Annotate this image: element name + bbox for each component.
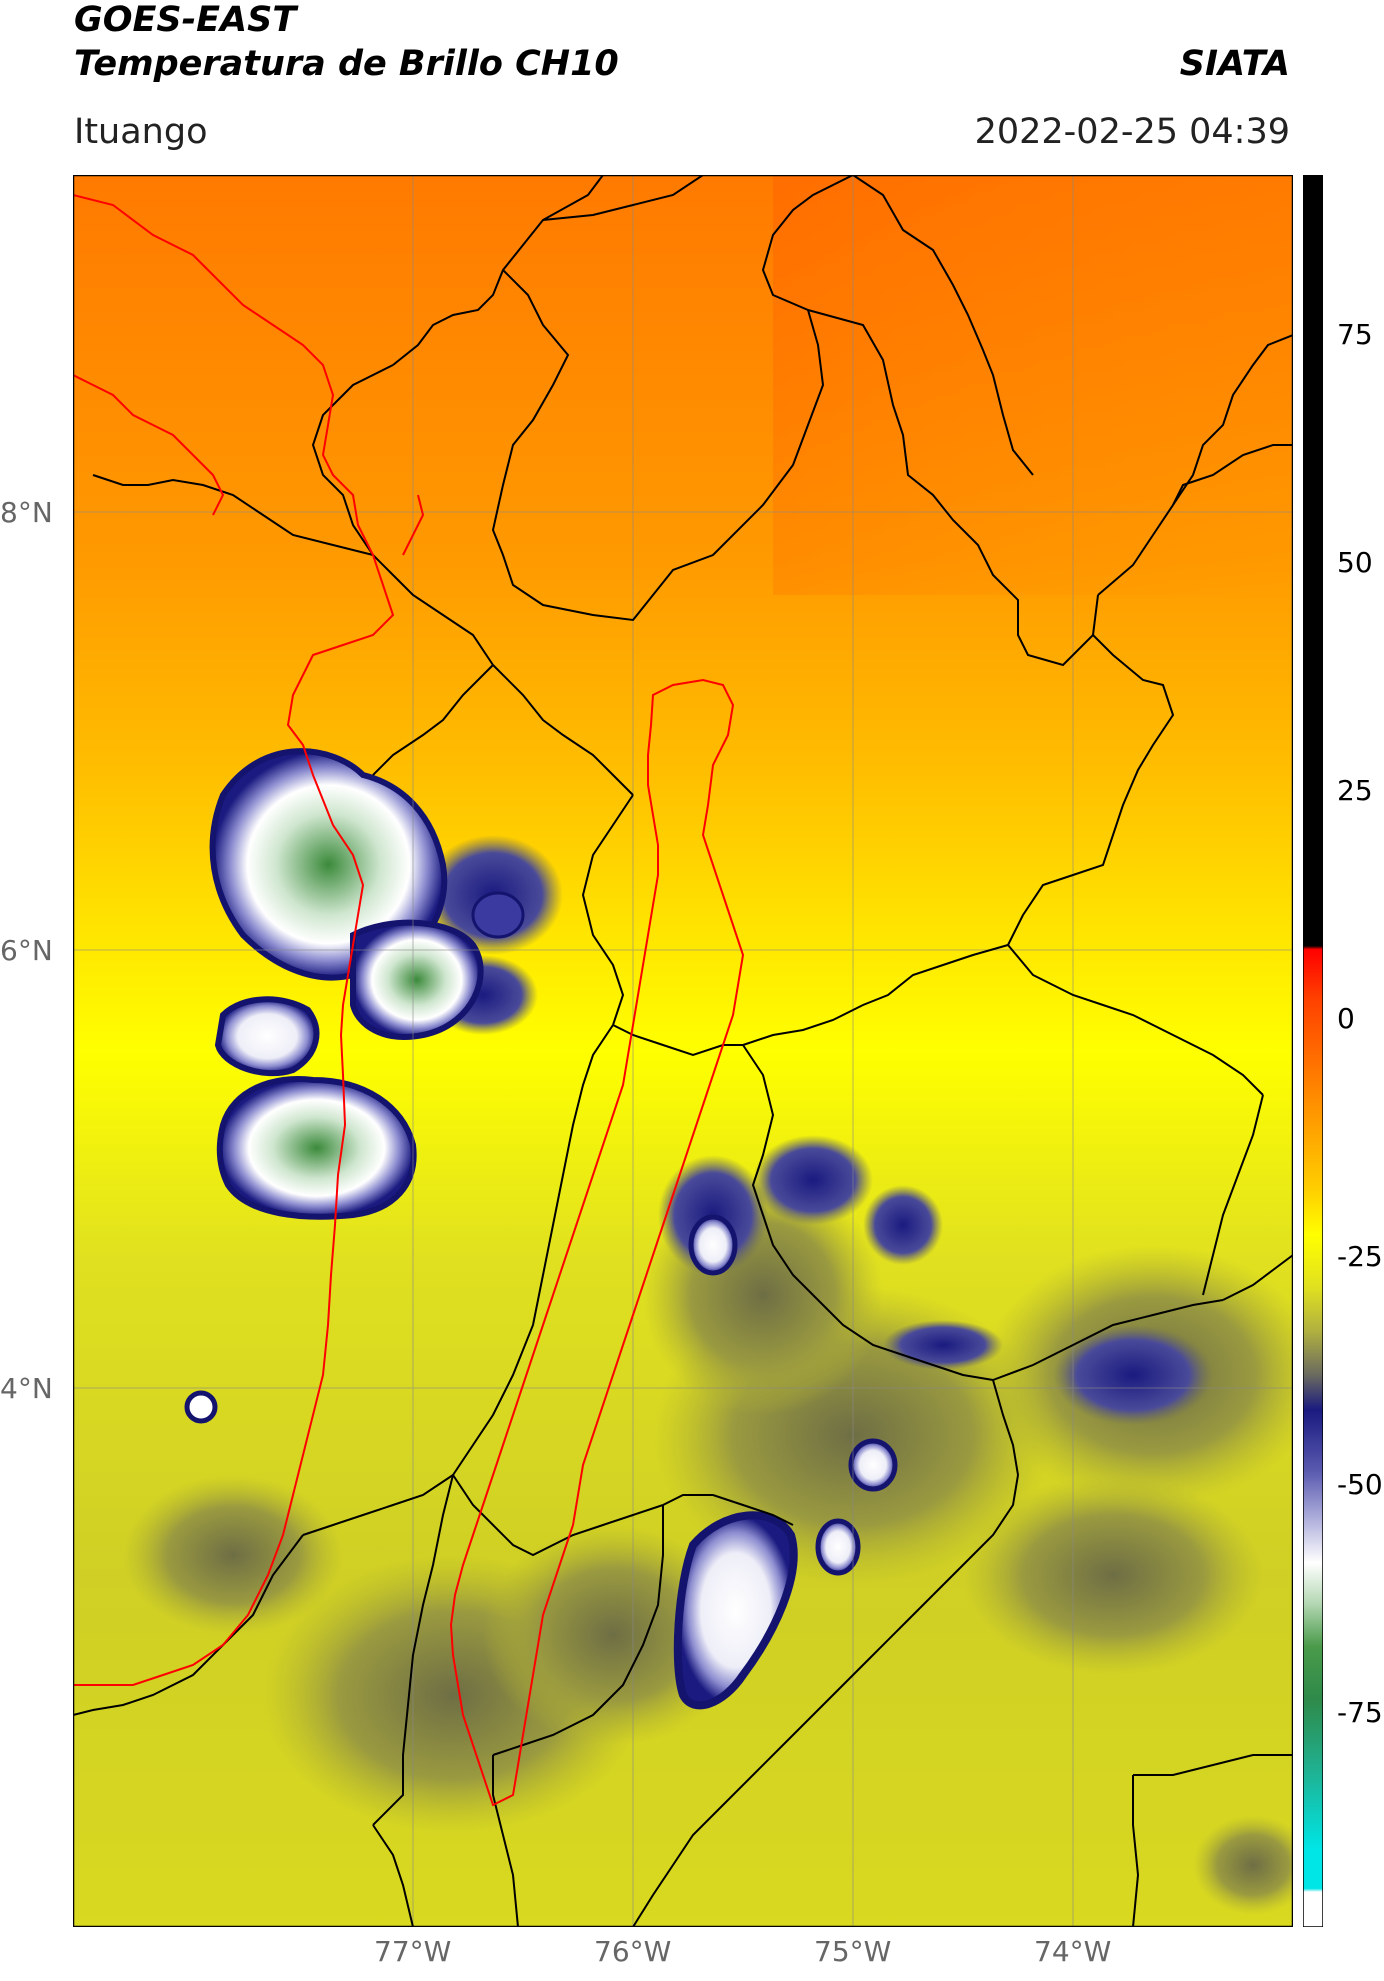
colorbar-tick-minus25: -25 — [1337, 1240, 1383, 1273]
colorbar-tick-50: 50 — [1337, 546, 1373, 579]
agency-label: SIATA — [1179, 44, 1290, 84]
warm-region — [773, 175, 1293, 595]
admin-boundaries — [73, 175, 1293, 1927]
map-frame — [73, 175, 1293, 1927]
coastline-and-watershed — [73, 194, 745, 1807]
location-label: Ituango — [74, 112, 208, 152]
lon-label-75w: 75°W — [814, 1935, 892, 1968]
colorbar-tick-75: 75 — [1337, 318, 1373, 351]
datetime-label: 2022-02-25 04:39 — [974, 112, 1290, 152]
satellite-title: GOES-EAST — [74, 0, 297, 40]
lat-label-4n: 4°N — [0, 1372, 53, 1405]
lat-label-8n: 8°N — [0, 496, 53, 529]
brightness-temperature-map — [73, 175, 1293, 1927]
lat-label-6n: 6°N — [0, 934, 53, 967]
colorbar-tick-minus75: -75 — [1337, 1696, 1383, 1729]
colorbar — [1303, 175, 1323, 1927]
lon-label-77w: 77°W — [374, 1935, 452, 1968]
colorbar-tick-25: 25 — [1337, 774, 1373, 807]
colorbar-tick-minus50: -50 — [1337, 1468, 1383, 1501]
lon-label-74w: 74°W — [1034, 1935, 1112, 1968]
graticule — [73, 175, 1293, 1927]
convective-cells — [184, 748, 898, 1710]
product-title: Temperatura de Brillo CH10 — [74, 44, 619, 84]
colorbar-tick-0: 0 — [1337, 1002, 1355, 1035]
lon-label-76w: 76°W — [594, 1935, 672, 1968]
